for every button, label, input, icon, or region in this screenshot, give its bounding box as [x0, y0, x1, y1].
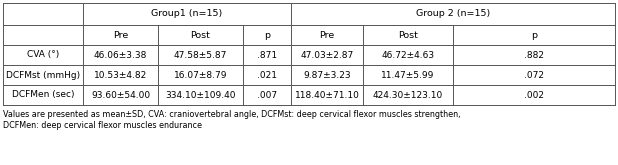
Text: Post: Post: [398, 31, 418, 39]
Text: 11.47±5.99: 11.47±5.99: [381, 70, 434, 80]
Text: DCFMen (sec): DCFMen (sec): [12, 90, 74, 99]
Text: .871: .871: [257, 50, 277, 60]
Text: 9.87±3.23: 9.87±3.23: [303, 70, 351, 80]
Text: 47.03±2.87: 47.03±2.87: [300, 50, 353, 60]
Text: 47.58±5.87: 47.58±5.87: [174, 50, 227, 60]
Text: .002: .002: [524, 90, 544, 99]
Text: p: p: [531, 31, 537, 39]
Text: 46.06±3.38: 46.06±3.38: [94, 50, 147, 60]
Text: 118.40±71.10: 118.40±71.10: [295, 90, 360, 99]
Text: Group1 (n=15): Group1 (n=15): [151, 10, 222, 18]
Text: Values are presented as mean±SD, CVA: craniovertebral angle, DCFMst: deep cervic: Values are presented as mean±SD, CVA: cr…: [3, 110, 460, 119]
Text: 16.07±8.79: 16.07±8.79: [174, 70, 227, 80]
Text: CVA (°): CVA (°): [27, 50, 59, 60]
Text: .021: .021: [257, 70, 277, 80]
Text: Pre: Pre: [113, 31, 128, 39]
Text: 93.60±54.00: 93.60±54.00: [91, 90, 150, 99]
Text: p: p: [264, 31, 270, 39]
Text: .072: .072: [524, 70, 544, 80]
Text: .007: .007: [257, 90, 277, 99]
Text: 334.10±109.40: 334.10±109.40: [165, 90, 235, 99]
Text: Post: Post: [190, 31, 211, 39]
Text: DCFMen: deep cervical flexor muscles endurance: DCFMen: deep cervical flexor muscles end…: [3, 121, 202, 130]
Text: 424.30±123.10: 424.30±123.10: [373, 90, 443, 99]
Text: .882: .882: [524, 50, 544, 60]
Text: Pre: Pre: [320, 31, 334, 39]
Text: DCFMst (mmHg): DCFMst (mmHg): [6, 70, 80, 80]
Text: 10.53±4.82: 10.53±4.82: [94, 70, 147, 80]
Text: 46.72±4.63: 46.72±4.63: [381, 50, 434, 60]
Text: Group 2 (n=15): Group 2 (n=15): [416, 10, 490, 18]
